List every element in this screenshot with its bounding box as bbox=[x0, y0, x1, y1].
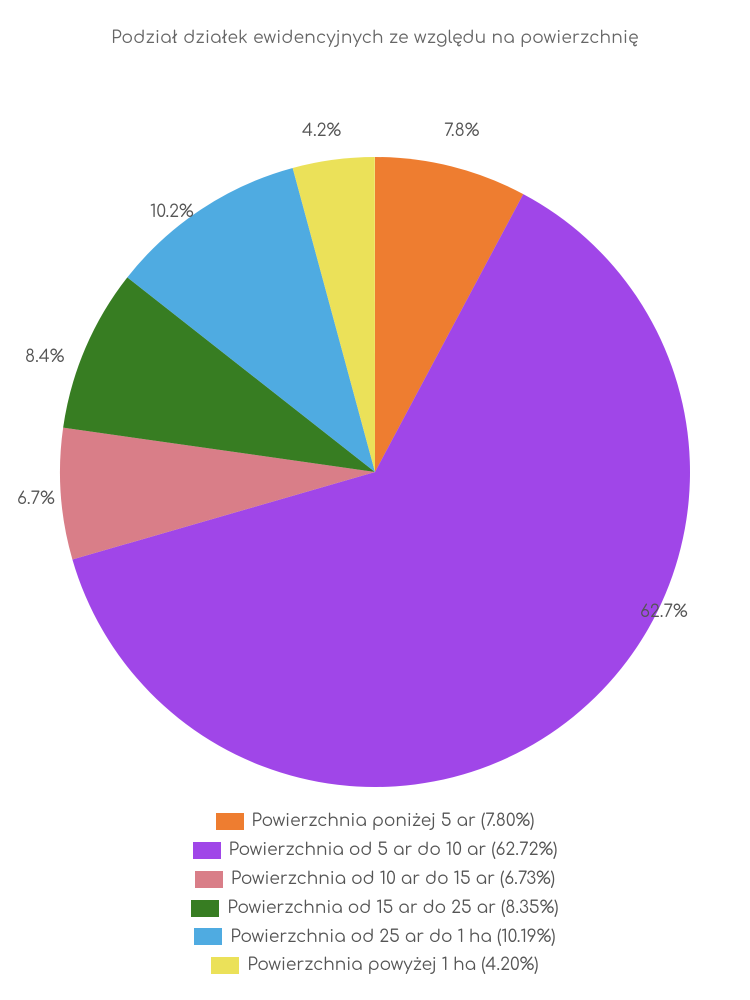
legend-item: Powierzchnia powyżej 1 ha (4.20%) bbox=[0, 951, 750, 980]
legend-item: Powierzchnia poniżej 5 ar (7.80%) bbox=[0, 807, 750, 836]
legend-label: Powierzchnia od 25 ar do 1 ha (10.19%) bbox=[230, 927, 555, 946]
slice-label: 62.7% bbox=[640, 602, 688, 621]
chart-title: Podział działek ewidencyjnych ze względu… bbox=[0, 0, 750, 47]
slice-label: 6.7% bbox=[17, 489, 55, 508]
slice-label: 10.2% bbox=[150, 202, 194, 221]
slice-label: 4.2% bbox=[302, 121, 341, 140]
legend-item: Powierzchnia od 15 ar do 25 ar (8.35%) bbox=[0, 894, 750, 923]
legend-swatch bbox=[194, 928, 222, 945]
pie-svg bbox=[0, 47, 750, 807]
legend-swatch bbox=[195, 871, 223, 888]
legend-swatch bbox=[193, 842, 221, 859]
legend-swatch bbox=[211, 957, 239, 974]
legend-item: Powierzchnia od 5 ar do 10 ar (62.72%) bbox=[0, 836, 750, 865]
legend-label: Powierzchnia poniżej 5 ar (7.80%) bbox=[252, 811, 535, 830]
legend-label: Powierzchnia powyżej 1 ha (4.20%) bbox=[247, 955, 538, 974]
slice-label: 7.8% bbox=[444, 121, 479, 140]
legend-label: Powierzchnia od 15 ar do 25 ar (8.35%) bbox=[227, 898, 558, 917]
slice-label: 8.4% bbox=[25, 347, 64, 366]
legend-label: Powierzchnia od 10 ar do 15 ar (6.73%) bbox=[231, 869, 555, 888]
legend-item: Powierzchnia od 10 ar do 15 ar (6.73%) bbox=[0, 865, 750, 894]
legend-item: Powierzchnia od 25 ar do 1 ha (10.19%) bbox=[0, 923, 750, 952]
legend-label: Powierzchnia od 5 ar do 10 ar (62.72%) bbox=[229, 840, 558, 859]
legend: Powierzchnia poniżej 5 ar (7.80%) Powierz… bbox=[0, 807, 750, 980]
legend-swatch bbox=[191, 900, 219, 917]
pie-chart: 7.8% 62.7% 6.7% 8.4% 10.2% 4.2% bbox=[0, 47, 750, 807]
legend-swatch bbox=[216, 813, 244, 830]
